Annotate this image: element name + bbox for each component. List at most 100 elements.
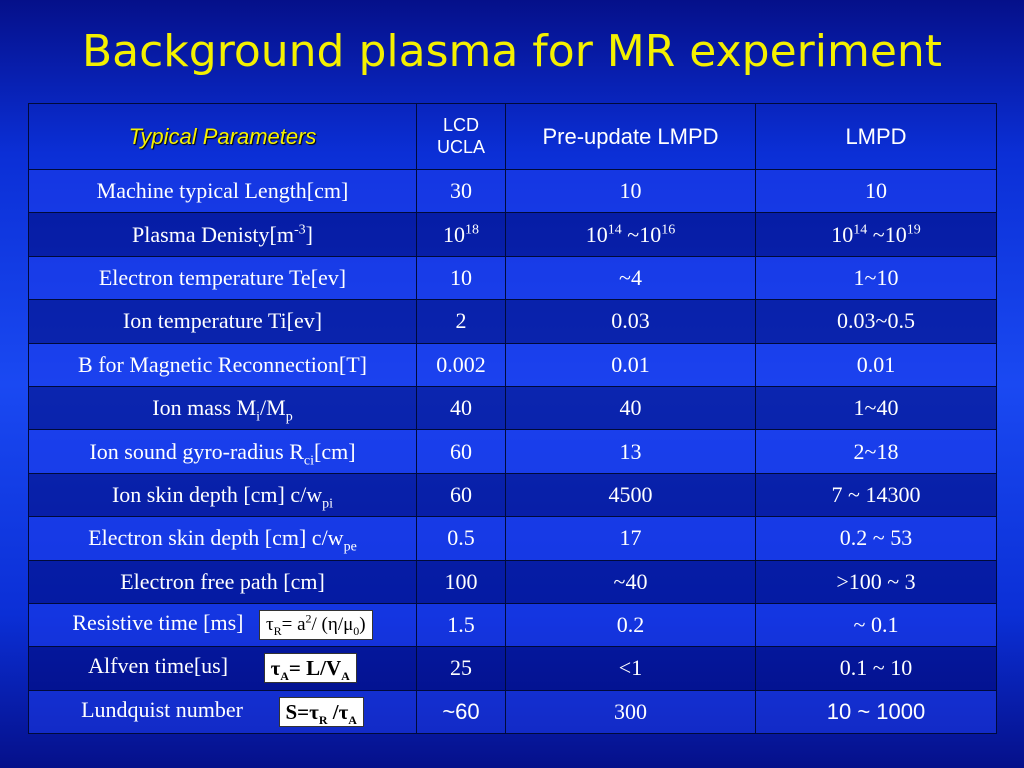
- resistive-time-formula: τR= a2/ (η/μ0): [258, 610, 373, 641]
- parameters-table: Typical Parameters LCD UCLA Pre-update L…: [28, 103, 997, 735]
- alfven-time-formula: τA= L/VA: [263, 653, 357, 684]
- cell-lmpd: 1014 ~1019: [755, 212, 997, 257]
- label-text: Lundquist number: [81, 696, 243, 722]
- cell-lmpd: 1~10: [755, 255, 997, 301]
- formula-part: /τ: [327, 699, 349, 724]
- label-text: Electron skin depth [cm] c/w: [88, 525, 344, 551]
- header-typical-parameters: Typical Parameters: [28, 103, 417, 170]
- cell-pre: ~4: [505, 255, 756, 301]
- lundquist-formula: S=τR /τA: [278, 696, 364, 728]
- formula-part: = a: [281, 614, 306, 636]
- formula-part: ): [359, 614, 366, 636]
- value-mid: ~10: [621, 221, 662, 247]
- cell-lmpd: 10 ~ 1000: [755, 689, 997, 735]
- cell-lmpd: ~ 0.1: [755, 602, 997, 648]
- header-pre-update-lmpd: Pre-update LMPD: [505, 103, 756, 170]
- row-label: Ion skin depth [cm] c/wpi: [28, 472, 417, 518]
- table-row: Electron temperature Te[ev] 10 ~4 1~10: [28, 255, 997, 301]
- label-text: Ion sound gyro-radius R: [89, 438, 304, 464]
- row-label: Plasma Denisty[m-3]: [28, 212, 417, 257]
- header-lcd: LCD: [442, 114, 479, 135]
- cell-pre: 4500: [505, 472, 756, 518]
- value-exp: 14: [607, 222, 622, 238]
- value-base: 10: [443, 221, 465, 247]
- label-text: Plasma Denisty[m: [132, 221, 294, 247]
- cell-lcd: 2: [416, 299, 506, 344]
- cell-lcd: 1.5: [416, 602, 506, 648]
- table-row: Ion temperature Ti[ev] 2 0.03 0.03~0.5: [28, 299, 997, 344]
- cell-lcd: 30: [416, 168, 506, 214]
- label-end: [cm]: [314, 438, 356, 464]
- cell-lcd: 25: [416, 646, 506, 691]
- cell-pre: 1014 ~1016: [505, 212, 756, 257]
- cell-lcd: 0.002: [416, 342, 506, 387]
- cell-lmpd: 0.03~0.5: [755, 299, 997, 344]
- cell-pre: 0.01: [505, 342, 756, 387]
- table-row: Ion mass Mi/Mp 40 40 1~40: [28, 385, 997, 431]
- cell-pre: 300: [505, 689, 756, 735]
- value-base: 10: [831, 221, 854, 247]
- formula-sup: 2: [305, 611, 312, 626]
- row-label: Ion temperature Ti[ev]: [28, 299, 417, 344]
- table-row: Ion skin depth [cm] c/wpi 60 4500 7 ~ 14…: [28, 472, 997, 518]
- cell-lcd: 60: [416, 429, 506, 474]
- label-sub: pi: [322, 496, 334, 512]
- formula-part: τ: [265, 614, 274, 636]
- table-row: Plasma Denisty[m-3] 1018 1014 ~1016 1014…: [28, 212, 997, 257]
- row-label: Electron temperature Te[ev]: [28, 255, 417, 301]
- cell-lmpd: 0.01: [755, 342, 997, 387]
- row-label: B for Magnetic Reconnection[T]: [28, 342, 417, 387]
- formula-sub: 0: [353, 623, 360, 638]
- formula-part: τ: [270, 656, 281, 681]
- value-exp: 19: [906, 222, 921, 238]
- value-exp: 14: [853, 222, 868, 238]
- label-sup: -3: [293, 222, 306, 238]
- table-row: Electron free path [cm] 100 ~40 >100 ~ 3: [28, 559, 997, 604]
- formula-sub: R: [318, 713, 328, 728]
- cell-lcd: 0.5: [416, 516, 506, 561]
- formula-part: / (η/μ: [311, 614, 354, 636]
- cell-lmpd: 2~18: [755, 429, 997, 474]
- row-label: Resistive time [ms] τR= a2/ (η/μ0): [28, 602, 417, 648]
- cell-lcd: 1018: [416, 212, 506, 257]
- cell-lmpd: 7 ~ 14300: [755, 472, 997, 518]
- row-label: Machine typical Length[cm]: [28, 168, 417, 214]
- cell-pre: 10: [505, 168, 756, 214]
- label-text: Ion skin depth [cm] c/w: [111, 481, 323, 507]
- header-lcd-ucla: LCD UCLA: [416, 103, 506, 170]
- row-label: Electron skin depth [cm] c/wpe: [28, 516, 417, 561]
- row-label: Ion sound gyro-radius Rci[cm]: [28, 429, 417, 474]
- value-exp: 16: [661, 222, 676, 238]
- value-exp: 18: [465, 222, 479, 238]
- formula-sub: A: [341, 669, 350, 684]
- cell-lcd: ~60: [416, 689, 506, 735]
- table-row: Electron skin depth [cm] c/wpe 0.5 17 0.…: [28, 516, 997, 561]
- formula-part: = L/V: [288, 656, 342, 681]
- cell-pre: <1: [505, 646, 756, 691]
- row-label: Alfven time[us] τA= L/VA: [28, 646, 417, 691]
- cell-lcd: 100: [416, 559, 506, 604]
- cell-lmpd: 0.1 ~ 10: [755, 646, 997, 691]
- label-text: Alfven time[us]: [88, 653, 229, 679]
- formula-sub: R: [273, 623, 282, 638]
- cell-lcd: 60: [416, 472, 506, 518]
- cell-pre: ~40: [505, 559, 756, 604]
- header-lmpd: LMPD: [755, 103, 997, 170]
- label-mid: /M: [260, 395, 286, 421]
- label-text: Resistive time [ms]: [72, 610, 244, 636]
- label-end: ]: [305, 221, 313, 247]
- table-row: Machine typical Length[cm] 30 10 10: [28, 168, 997, 214]
- formula-sub: A: [280, 669, 289, 684]
- row-label: Ion mass Mi/Mp: [28, 385, 417, 431]
- table-row: Lundquist number S=τR /τA ~60 300 10 ~ 1…: [28, 689, 997, 735]
- label-sub: pe: [343, 539, 357, 555]
- cell-lmpd: 1~40: [755, 385, 997, 431]
- formula-sub: A: [348, 713, 357, 728]
- header-ucla: UCLA: [436, 136, 485, 157]
- slide-title: Background plasma for MR experiment: [81, 26, 943, 77]
- table-header-row: Typical Parameters LCD UCLA Pre-update L…: [28, 103, 997, 170]
- table-row: Ion sound gyro-radius Rci[cm] 60 13 2~18: [28, 429, 997, 474]
- row-label: Electron free path [cm]: [28, 559, 417, 604]
- formula-part: S=τ: [285, 699, 319, 724]
- cell-lmpd: 0.2 ~ 53: [755, 516, 997, 561]
